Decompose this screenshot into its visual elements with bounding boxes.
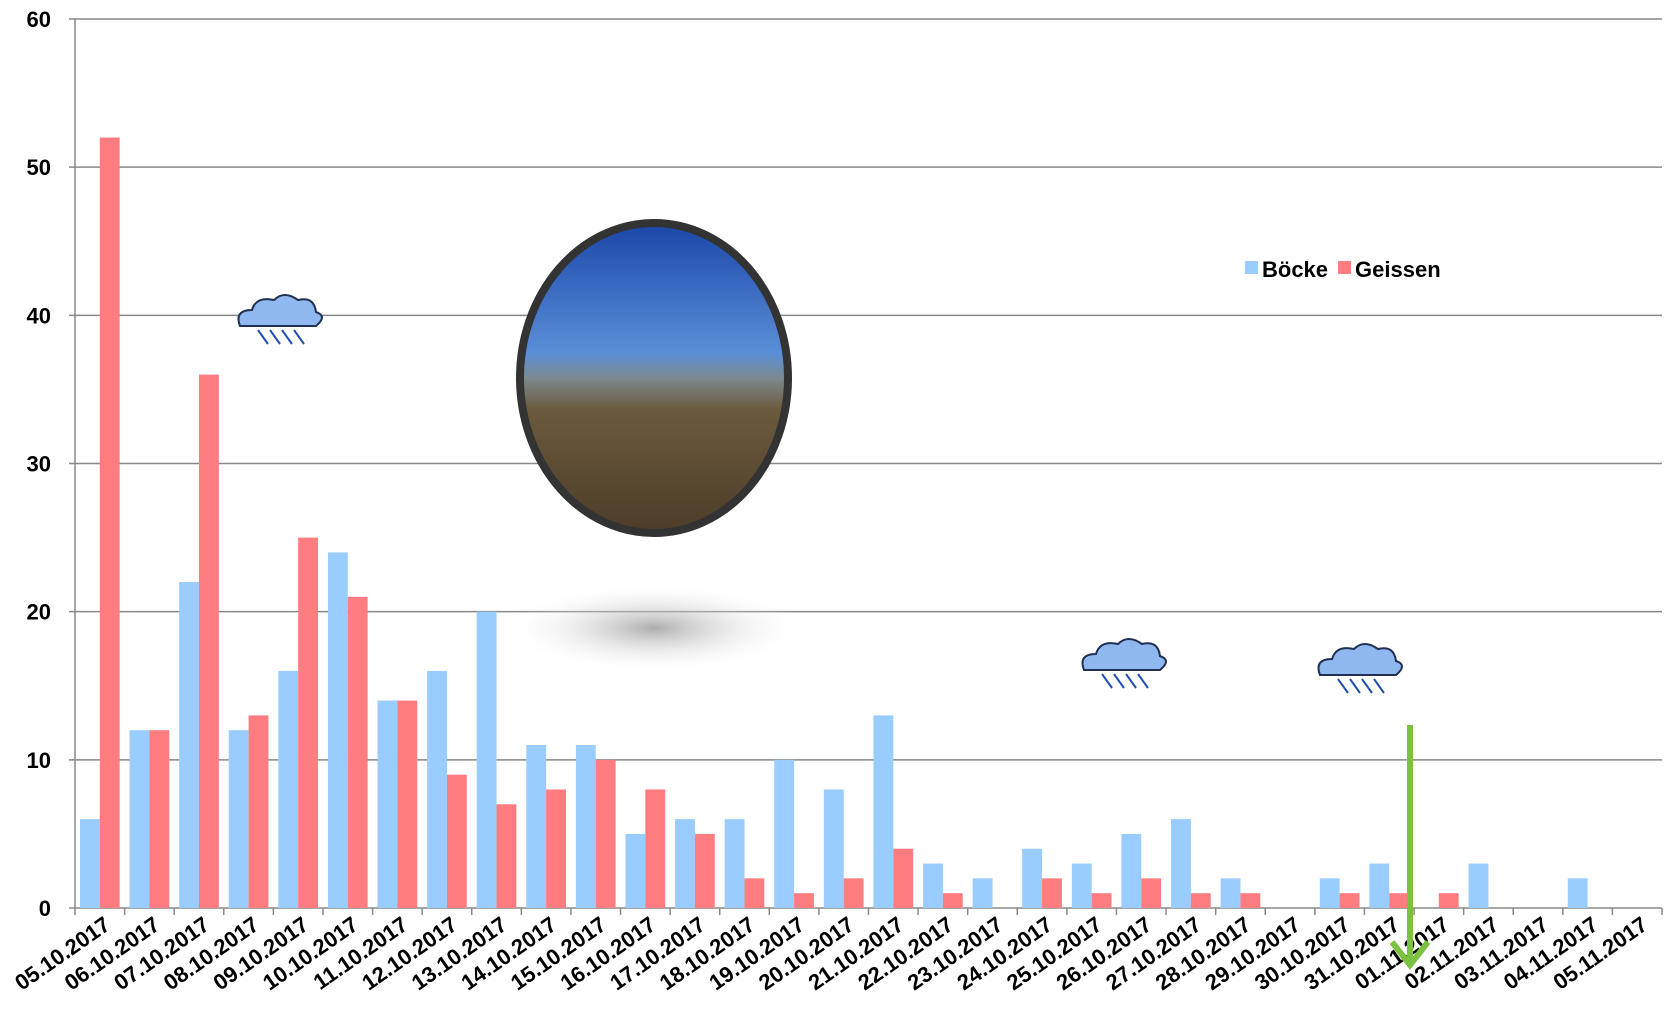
bar (1190, 893, 1211, 908)
bar (1022, 848, 1043, 908)
bar (1171, 819, 1191, 908)
bar (1567, 878, 1588, 908)
legend-label: Böcke (1262, 257, 1328, 282)
bar (1121, 833, 1142, 908)
y-tick-label: 30 (27, 452, 51, 477)
y-tick-label: 0 (39, 896, 51, 921)
bar (972, 878, 993, 908)
bar (1389, 893, 1410, 908)
bar (446, 774, 467, 908)
bar (248, 715, 269, 908)
rain-cloud (237, 294, 323, 345)
bar (99, 137, 120, 909)
bar (1042, 878, 1062, 908)
bar (1220, 878, 1241, 908)
arrow (1389, 725, 1431, 970)
bar (645, 789, 666, 908)
bar (1369, 863, 1390, 908)
bar (744, 878, 765, 908)
bar (1091, 893, 1112, 908)
y-tick-label: 20 (27, 600, 51, 625)
bar (228, 730, 249, 908)
bar (149, 730, 170, 908)
bar (595, 759, 616, 908)
bar (724, 819, 745, 908)
bar (298, 537, 319, 908)
bar (327, 552, 348, 908)
bar (1468, 863, 1489, 908)
bar (198, 374, 219, 909)
bar (1071, 863, 1092, 908)
bar (823, 789, 844, 908)
bar (476, 611, 497, 908)
bar (546, 789, 566, 908)
bar (129, 730, 150, 908)
bar (1141, 878, 1162, 908)
bar (675, 819, 695, 908)
bar (1339, 893, 1360, 908)
bar (377, 700, 398, 908)
bar (575, 745, 596, 908)
bar (694, 833, 715, 908)
bar (1319, 878, 1340, 908)
bar (278, 670, 299, 908)
bar (526, 745, 547, 908)
y-tick-label: 40 (27, 303, 51, 328)
legend-label: Geissen (1355, 257, 1441, 282)
bar (427, 670, 447, 908)
bar (179, 582, 199, 908)
bar (942, 893, 963, 908)
bar (496, 804, 517, 908)
bar (1438, 893, 1459, 908)
bar (843, 878, 864, 908)
y-tick-label: 50 (27, 155, 51, 180)
bar (794, 893, 814, 908)
rain-cloud (1317, 643, 1403, 694)
legend-swatch (1338, 261, 1352, 274)
rain-cloud (1081, 638, 1167, 689)
bar (625, 833, 646, 908)
bar (893, 848, 914, 908)
legend: Böcke Geissen (1245, 257, 1441, 282)
y-tick-label: 10 (27, 748, 51, 773)
legend-swatch (1245, 261, 1258, 274)
bar (1240, 893, 1261, 908)
bar (347, 596, 368, 908)
photo-shadow (504, 583, 804, 673)
photo (516, 219, 792, 537)
bar (397, 700, 418, 908)
bar (79, 819, 100, 908)
bar (873, 715, 894, 908)
bar (923, 863, 943, 908)
bar (774, 759, 795, 908)
y-tick-label: 60 (27, 7, 51, 32)
